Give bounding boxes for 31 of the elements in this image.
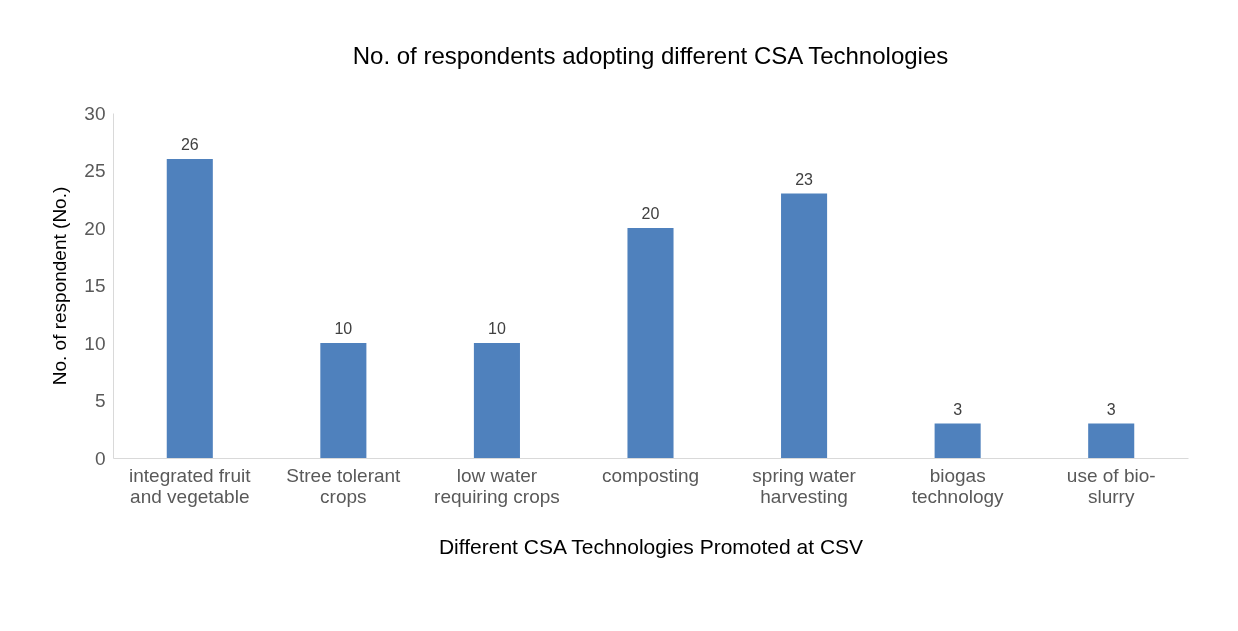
bar xyxy=(473,343,520,458)
x-tick-label: composting xyxy=(601,464,700,486)
x-tick-label: low water requiring crops xyxy=(434,464,560,507)
bar xyxy=(1088,423,1135,458)
bar xyxy=(781,193,828,458)
y-tick-label: 0 xyxy=(94,447,106,469)
data-label: 3 xyxy=(953,400,963,418)
bar xyxy=(320,343,367,458)
x-tick-label: Stree tolerant crops xyxy=(286,464,402,507)
y-tick-label: 5 xyxy=(94,390,106,411)
y-tick-label: 20 xyxy=(84,217,106,239)
data-label: 10 xyxy=(334,320,353,337)
bar xyxy=(166,159,213,458)
data-label: 10 xyxy=(488,320,506,337)
data-label: 20 xyxy=(641,205,660,222)
x-tick-label: use of bio-slurry xyxy=(1066,464,1156,507)
bar xyxy=(934,423,981,458)
chart-title: No. of respondents adopting different CSA Technologies xyxy=(352,42,949,69)
data-label: 26 xyxy=(180,136,199,153)
x-tick-label: biogas technology xyxy=(911,464,1005,507)
x-axis-title: Different CSA Technologies Promoted at CSV xyxy=(438,534,864,558)
y-tick-label: 25 xyxy=(84,160,106,181)
x-tick-label: integrated fruit and vegetable xyxy=(129,464,252,507)
data-label: 3 xyxy=(1106,400,1116,418)
y-tick-label: 10 xyxy=(84,332,106,354)
y-axis-title: No. of respondent (No.) xyxy=(49,186,71,386)
bar xyxy=(627,228,674,458)
data-label: 23 xyxy=(795,170,814,188)
x-tick-label: spring water harvesting xyxy=(752,464,857,507)
y-tick-label: 15 xyxy=(84,275,106,296)
y-tick-label: 30 xyxy=(84,102,106,124)
